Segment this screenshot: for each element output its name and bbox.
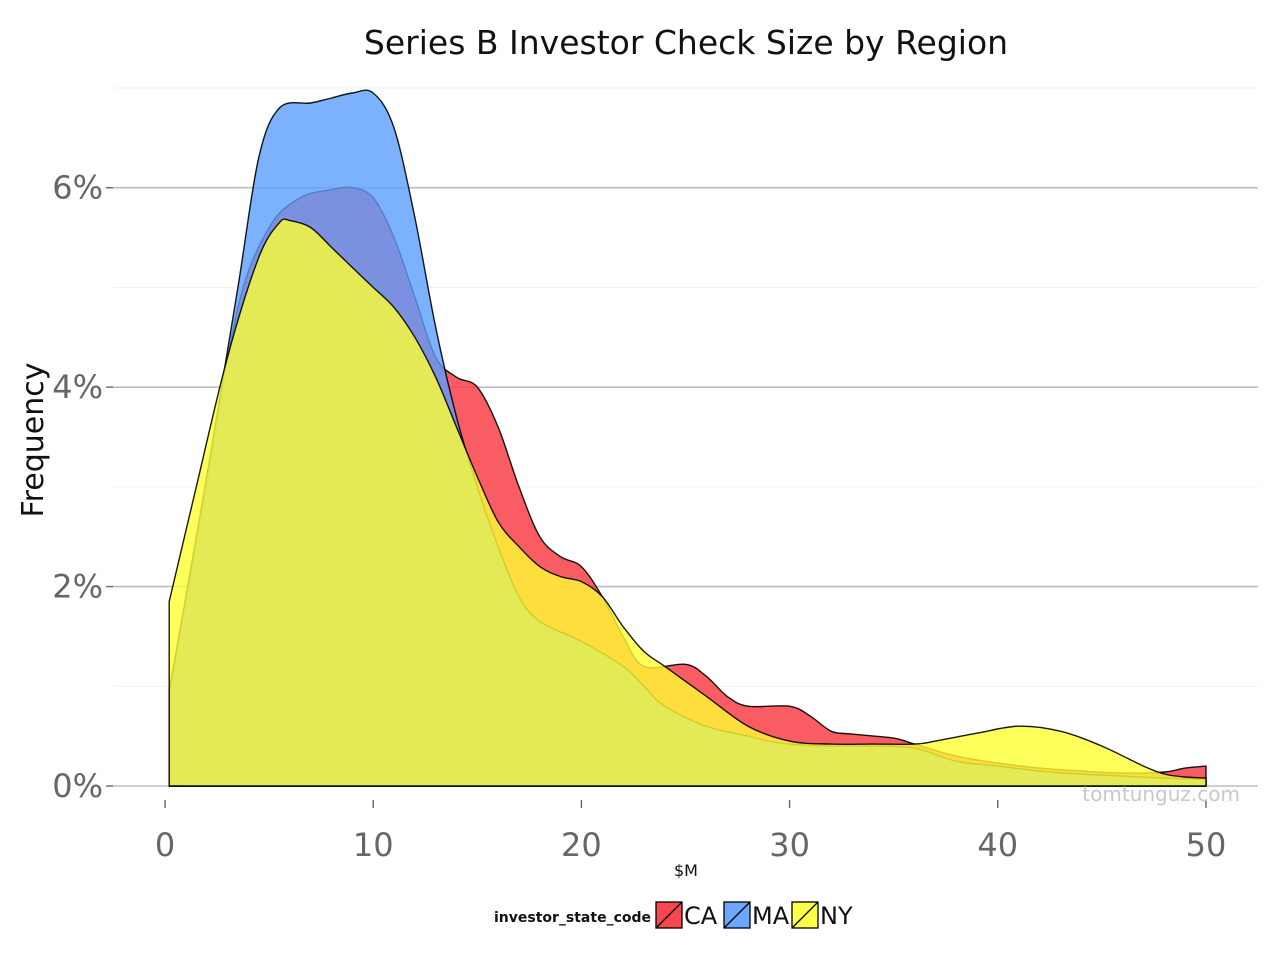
legend-title: investor_state_code (494, 910, 651, 926)
y-tick-label: 4% (52, 368, 103, 406)
legend-label: MA (752, 902, 790, 930)
legend-item-ma: MA (723, 901, 790, 930)
watermark: tomtunguz.com (1082, 782, 1240, 806)
x-tick-label: 50 (1186, 826, 1227, 864)
legend-item-ca: CA (655, 901, 718, 930)
y-axis-title: Frequency (16, 363, 51, 518)
x-axis-title: $M (674, 861, 698, 880)
series-layer (168, 89, 1207, 787)
density-area-ny (168, 218, 1207, 787)
legend-swatch-slash (723, 901, 751, 929)
y-tick-label: 2% (52, 568, 103, 606)
x-tick-label: 0 (155, 826, 175, 864)
legend-swatch-slash (655, 901, 683, 929)
y-tick-label: 6% (52, 169, 103, 207)
x-tick-label: 20 (561, 826, 602, 864)
legend-swatch-slash (791, 901, 819, 929)
legend: investor_state_code CA MA NY (494, 901, 853, 930)
chart-title: Series B Investor Check Size by Region (364, 23, 1008, 62)
legend-label: NY (820, 902, 853, 930)
x-tick-label: 10 (353, 826, 394, 864)
axis-layer: 0% 2% 4% 6% 0 10 20 30 40 50 (52, 169, 1226, 864)
x-tick-label: 40 (977, 826, 1018, 864)
y-tick-label: 0% (52, 767, 103, 805)
x-tick-label: 30 (769, 826, 810, 864)
legend-label: CA (684, 902, 718, 930)
legend-item-ny: NY (791, 901, 853, 930)
